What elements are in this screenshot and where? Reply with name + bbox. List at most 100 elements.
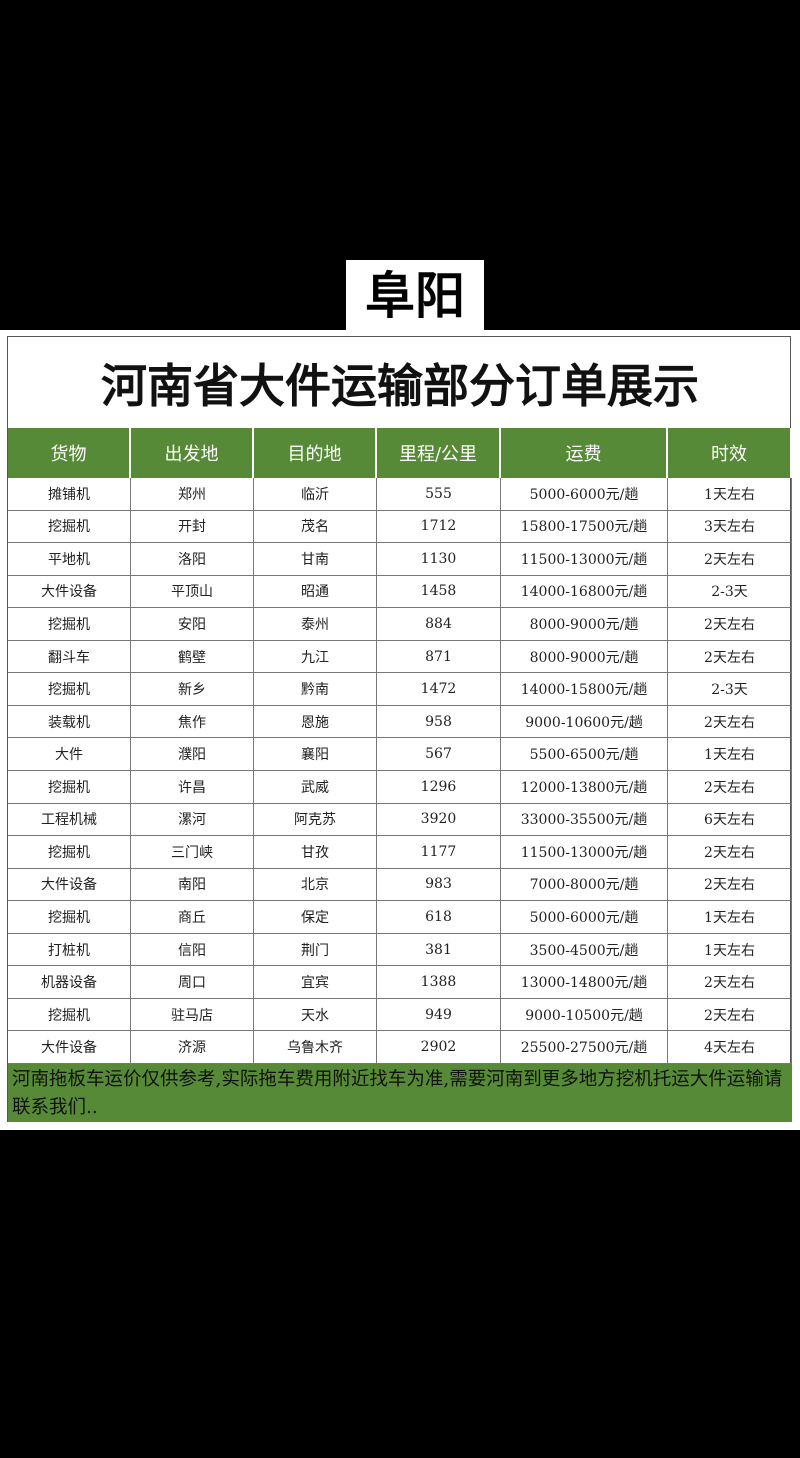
table-cell: 驻马店 [131,998,254,1032]
table-cell: 平顶山 [131,575,254,609]
table-cell: 大件设备 [8,868,131,902]
table-cell: 949 [377,998,501,1032]
table-cell: 武威 [254,771,377,804]
table-cell: 新乡 [131,673,254,706]
table-cell: 临沂 [254,478,377,511]
table-cell: 大件 [8,738,131,771]
table-cell: 襄阳 [254,738,377,771]
table-cell: 周口 [131,966,254,999]
table-cell: 7000-8000元/趟 [501,868,668,902]
table-cell: 14000-15800元/趟 [501,673,668,706]
table-cell: 1712 [377,510,501,544]
table-cell: 信阳 [131,933,254,967]
table-cell: 济源 [131,1031,254,1064]
table-cell: 焦作 [131,705,254,739]
table-cell: 2天左右 [668,543,792,576]
table-cell: 大件设备 [8,575,131,609]
table-cell: 九江 [254,640,377,674]
table-cell: 甘孜 [254,836,377,869]
table-cell: 泰州 [254,608,377,641]
table-cell: 1天左右 [668,901,792,934]
table-cell: 1130 [377,543,501,576]
table-cell: 甘南 [254,543,377,576]
table-cell: 9000-10600元/趟 [501,705,668,739]
table-cell: 567 [377,738,501,771]
table-cell: 9000-10500元/趟 [501,998,668,1032]
table-cell: 1天左右 [668,478,792,511]
table-cell: 25500-27500元/趟 [501,1031,668,1064]
table-cell: 黔南 [254,673,377,706]
table-cell: 宜宾 [254,966,377,999]
table-cell: 2天左右 [668,640,792,674]
table-cell: 2天左右 [668,836,792,869]
table-cell: 618 [377,901,501,934]
table-cell: 2天左右 [668,608,792,641]
table-cell: 4天左右 [668,1031,792,1064]
table-cell: 工程机械 [8,803,131,837]
table-cell: 1472 [377,673,501,706]
badge: 阜阳 [346,260,484,332]
table-cell: 机器设备 [8,966,131,999]
table-cell: 安阳 [131,608,254,641]
table-cell: 开封 [131,510,254,544]
table-cell: 2天左右 [668,998,792,1032]
table-cell: 北京 [254,868,377,902]
table-cell: 2902 [377,1031,501,1064]
table-cell: 挖掘机 [8,510,131,544]
table-cell: 保定 [254,901,377,934]
table-cell: 555 [377,478,501,511]
table-cell: 1天左右 [668,738,792,771]
table-cell: 2-3天 [668,673,792,706]
table-title: 河南省大件运输部分订单展示 [101,359,699,413]
table-cell: 大件设备 [8,1031,131,1064]
table-cell: 挖掘机 [8,901,131,934]
table-cell: 13000-14800元/趟 [501,966,668,999]
table-cell: 958 [377,705,501,739]
table-cell: 南阳 [131,868,254,902]
table-cell: 11500-13000元/趟 [501,543,668,576]
table-cell: 5500-6500元/趟 [501,738,668,771]
table-cell: 许昌 [131,771,254,804]
table-cell: 11500-13000元/趟 [501,836,668,869]
table-cell: 33000-35500元/趟 [501,803,668,837]
table-cell: 摊铺机 [8,478,131,511]
table-cell: 2天左右 [668,771,792,804]
table-cell: 1177 [377,836,501,869]
table-sheet: 河南省大件运输部分订单展示 河南拖板车运价仅供参考,实际拖车费用附近找车为准,需… [0,330,800,1130]
table-cell: 2天左右 [668,966,792,999]
table-cell: 3500-4500元/趟 [501,933,668,967]
table-cell: 871 [377,640,501,674]
table-cell: 3920 [377,803,501,837]
table-cell: 12000-13800元/趟 [501,771,668,804]
table-cell: 洛阳 [131,543,254,576]
table-cell: 15800-17500元/趟 [501,510,668,544]
table-cell: 装载机 [8,705,131,739]
table-cell: 挖掘机 [8,998,131,1032]
table-cell: 1296 [377,771,501,804]
table-cell: 鹤壁 [131,640,254,674]
footer-note: 河南拖板车运价仅供参考,实际拖车费用附近找车为准,需要河南到更多地方挖机托运大件… [8,1064,792,1122]
table-cell: 3天左右 [668,510,792,544]
table-cell: 8000-9000元/趟 [501,640,668,674]
table-cell: 1458 [377,575,501,609]
table-cell: 挖掘机 [8,673,131,706]
table-cell: 郑州 [131,478,254,511]
table-cell: 6天左右 [668,803,792,837]
column-header: 里程/公里 [377,428,501,478]
table-cell: 2-3天 [668,575,792,609]
table-cell: 三门峡 [131,836,254,869]
table-cell: 濮阳 [131,738,254,771]
table-cell: 平地机 [8,543,131,576]
table-cell: 商丘 [131,901,254,934]
table-cell: 翻斗车 [8,640,131,674]
table-cell: 荆门 [254,933,377,967]
column-header: 时效 [668,428,792,478]
table-cell: 阿克苏 [254,803,377,837]
table-cell: 381 [377,933,501,967]
column-header: 目的地 [254,428,377,478]
table-cell: 挖掘机 [8,608,131,641]
table-cell: 5000-6000元/趟 [501,901,668,934]
table-cell: 乌鲁木齐 [254,1031,377,1064]
table-cell: 天水 [254,998,377,1032]
